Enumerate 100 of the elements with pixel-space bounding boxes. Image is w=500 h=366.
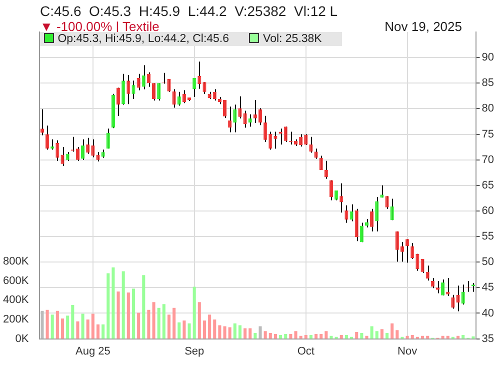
bar [228,327,232,339]
bar [178,322,181,339]
bar [116,292,120,339]
y-tick-label: 35 [482,332,494,345]
bar [142,275,146,339]
y-tick-label: 50 [482,256,494,268]
candlestick [248,114,252,128]
y2-tick-label: 400K [2,294,30,306]
candlestick [390,198,394,221]
candlestick [344,204,348,224]
candlestick [142,64,146,90]
y-tick-label: 45 [482,282,494,294]
candlestick [420,258,424,274]
bar [152,302,156,339]
candlestick [426,265,430,282]
candlestick [451,294,455,310]
bar [198,302,201,339]
candlestick [106,128,110,150]
candlestick [264,115,268,142]
bar [274,334,277,339]
bar [91,314,94,339]
candlestick [299,134,303,148]
bar [370,326,374,339]
candlestick [375,196,379,232]
candlestick [86,137,90,154]
candlestick [157,82,161,102]
bar [96,324,100,339]
bar [202,320,206,339]
bar [76,321,80,339]
candlestick [430,277,434,289]
y-tick-label: 55 [482,230,494,243]
y-tick-label: 85 [482,77,494,90]
bar [188,323,191,339]
candlestick [319,155,323,171]
bar [365,336,368,339]
x-tick-label: Sep [184,345,204,358]
candlestick [370,208,374,232]
candlestick [228,106,232,133]
bar [122,271,125,339]
bar [172,308,176,339]
bar [182,320,186,339]
candlestick [60,146,64,166]
bar [289,334,292,339]
bar [258,326,262,339]
candlestick [446,277,450,296]
bar [66,316,70,339]
y2-tick-label: 200K [2,314,30,326]
candlestick [76,146,80,162]
x-tick-label: Oct [297,345,314,358]
candlestick [360,222,364,243]
candlestick [182,90,186,104]
y-tick-label: 40 [482,307,494,320]
bar [132,288,136,339]
candlestick [222,100,227,118]
candlestick [243,110,247,128]
bar [238,325,242,339]
candlestick [340,182,344,213]
bar [472,336,475,339]
y-tick-label: 60 [482,205,494,217]
y-tick-label: 90 [482,52,494,64]
candlestick [136,73,140,91]
candlestick [314,148,318,160]
bar [46,310,49,339]
candlestick [81,138,85,160]
candlestick [441,278,445,296]
bar [167,314,171,339]
candlestick [334,190,338,201]
candlestick [146,72,150,88]
candlestick [233,104,237,133]
candlestick [238,96,242,119]
candlestick [461,284,465,306]
bar [81,314,84,339]
chart-subtitle: C:45.6 O:45.3 H:45.9 L:44.2 V:25382 Vl:12 L [40,3,338,19]
candlestick [116,87,120,116]
bar [284,334,288,339]
annotation: Nov 19, 2025 [384,19,462,34]
candlestick [284,126,288,142]
bar [360,333,364,339]
y2-tick-label: 0K [15,332,30,345]
candlestick [258,108,262,126]
candlestick [410,242,414,260]
candlestick [172,88,176,108]
y-tick-label: 75 [482,128,494,140]
candlestick [329,180,334,201]
bar [390,323,394,339]
bar [126,292,130,339]
candlestick [96,152,100,162]
candlestick [304,134,308,146]
bar [330,336,333,339]
bar [244,328,247,339]
bar [40,310,44,339]
bar [320,334,323,339]
candlestick [40,108,44,136]
candlestick [132,80,136,100]
bar [60,318,64,339]
y2-tick-label: 600K [2,274,30,287]
bar [264,331,267,339]
candlestick [122,73,126,106]
bar [268,333,272,339]
bar [86,320,90,339]
